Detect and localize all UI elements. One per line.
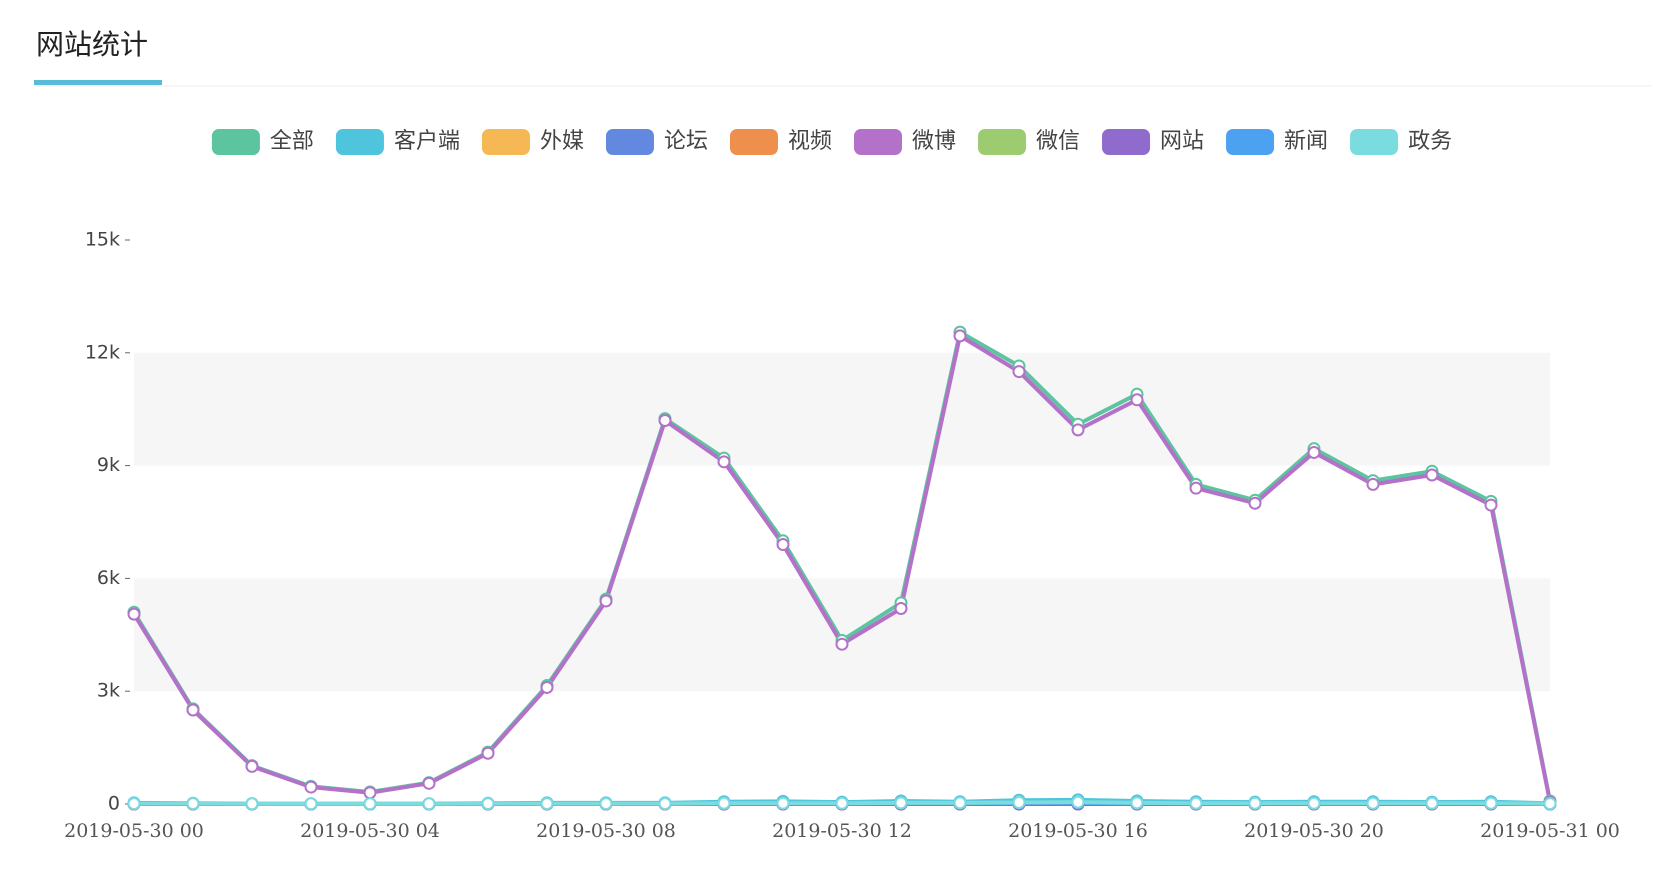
legend-swatch[interactable] xyxy=(978,129,1027,155)
data-point xyxy=(363,797,377,811)
legend-label[interactable]: 客户端 xyxy=(394,129,460,154)
data-point xyxy=(1484,796,1498,810)
legend-swatch[interactable] xyxy=(1102,129,1151,155)
y-tick-label: 6k xyxy=(97,567,120,589)
data-point xyxy=(127,607,141,621)
data-point xyxy=(1248,796,1262,810)
data-point xyxy=(481,797,495,811)
y-tick-label: 9k xyxy=(97,454,120,476)
data-point xyxy=(1366,477,1380,491)
data-point xyxy=(1071,795,1085,809)
data-point xyxy=(127,797,141,811)
data-point xyxy=(953,796,967,810)
data-point xyxy=(1130,796,1144,810)
legend-label[interactable]: 政务 xyxy=(1408,129,1452,154)
x-tick-label: 2019-05-30 12 xyxy=(772,820,912,842)
x-tick-label: 2019-05-30 20 xyxy=(1244,820,1384,842)
data-point xyxy=(186,703,200,717)
legend-swatch[interactable] xyxy=(1226,129,1275,155)
title-underline xyxy=(34,80,162,85)
legend: 全部 客户端 外媒 论坛 视频 微博 微信 网站 新闻 政务 xyxy=(211,129,1452,155)
legend-label[interactable]: 微博 xyxy=(912,129,956,154)
data-point xyxy=(658,797,672,811)
data-point xyxy=(304,780,318,794)
data-point xyxy=(481,746,495,760)
data-point xyxy=(894,601,908,615)
data-point xyxy=(363,786,377,800)
data-point xyxy=(540,680,554,694)
y-tick-label: 0 xyxy=(108,793,120,815)
x-tick-label: 2019-05-30 04 xyxy=(300,820,440,842)
data-point xyxy=(717,455,731,469)
data-point xyxy=(1366,796,1380,810)
y-tick-label: 3k xyxy=(97,680,120,702)
legend-label[interactable]: 新闻 xyxy=(1284,129,1328,154)
data-point xyxy=(658,413,672,427)
data-point xyxy=(599,594,613,608)
data-point xyxy=(1189,796,1203,810)
x-tick-label: 2019-05-31 00 xyxy=(1480,820,1620,842)
data-point xyxy=(422,797,436,811)
legend-label[interactable]: 视频 xyxy=(788,129,832,154)
data-point xyxy=(894,796,908,810)
data-point xyxy=(1071,423,1085,437)
data-point xyxy=(1189,481,1203,495)
legend-swatch[interactable] xyxy=(605,129,654,155)
panel-title: 网站统计 xyxy=(36,28,148,61)
legend-swatch[interactable] xyxy=(854,129,902,155)
data-point xyxy=(1012,365,1026,379)
data-point xyxy=(1307,445,1321,459)
data-point xyxy=(540,797,554,811)
data-point xyxy=(953,329,967,343)
legend-label[interactable]: 网站 xyxy=(1160,129,1204,154)
data-point xyxy=(1012,795,1026,809)
data-point xyxy=(1307,796,1321,810)
x-tick-label: 2019-05-30 00 xyxy=(64,820,204,842)
x-tick-label: 2019-05-30 16 xyxy=(1008,820,1148,842)
data-point xyxy=(776,796,790,810)
data-point xyxy=(717,796,731,810)
data-point xyxy=(835,796,849,810)
y-tick-label: 15k xyxy=(85,229,120,251)
data-point xyxy=(1484,498,1498,512)
grid-band xyxy=(134,352,1550,466)
legend-swatch[interactable] xyxy=(729,129,778,155)
data-point xyxy=(304,797,318,811)
legend-swatch[interactable] xyxy=(335,129,384,155)
data-point xyxy=(245,759,259,773)
legend-swatch[interactable] xyxy=(481,129,530,155)
data-point xyxy=(245,797,259,811)
data-point xyxy=(1130,393,1144,407)
legend-swatch[interactable] xyxy=(211,129,260,155)
data-point xyxy=(776,538,790,552)
data-point xyxy=(1248,496,1262,510)
x-tick-label: 2019-05-30 08 xyxy=(536,820,676,842)
data-point xyxy=(599,797,613,811)
legend-swatch[interactable] xyxy=(1350,129,1399,155)
legend-label[interactable]: 论坛 xyxy=(664,129,708,154)
data-point xyxy=(835,637,849,651)
legend-label[interactable]: 微信 xyxy=(1036,129,1080,154)
legend-label[interactable]: 全部 xyxy=(270,129,314,154)
data-point xyxy=(1543,797,1557,811)
y-tick-label: 12k xyxy=(85,341,120,363)
data-point xyxy=(186,797,200,811)
data-point xyxy=(1425,468,1439,482)
data-point xyxy=(422,776,436,790)
legend-label[interactable]: 外媒 xyxy=(540,129,584,154)
data-point xyxy=(1425,796,1439,810)
